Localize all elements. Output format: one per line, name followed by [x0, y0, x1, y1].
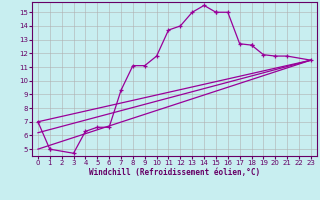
X-axis label: Windchill (Refroidissement éolien,°C): Windchill (Refroidissement éolien,°C)	[89, 168, 260, 177]
